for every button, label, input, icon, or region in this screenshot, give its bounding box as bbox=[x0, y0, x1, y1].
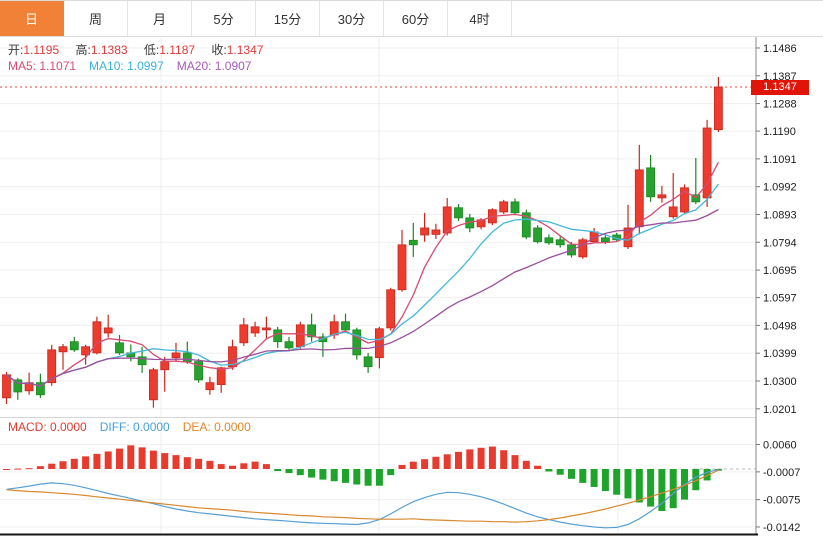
svg-text:1.0794: 1.0794 bbox=[763, 237, 797, 249]
svg-text:1.1190: 1.1190 bbox=[763, 126, 796, 138]
high-value: 1.1383 bbox=[90, 43, 128, 57]
timeframe-tabs: 日周月 5分 15分 30分 60分 4时 bbox=[0, 0, 823, 37]
current-price-badge: 1.1347 bbox=[751, 80, 809, 95]
macd-legend-item-0: MACD: 0.0000 bbox=[8, 420, 87, 434]
ma-legend-item-0: MA5: 1.1071 bbox=[8, 59, 77, 73]
svg-text:1.1091: 1.1091 bbox=[763, 154, 797, 166]
close-label: 收: bbox=[211, 43, 227, 57]
svg-text:1.0399: 1.0399 bbox=[763, 348, 797, 360]
macd-legend-item-1: DIFF: 0.0000 bbox=[99, 420, 170, 434]
svg-text:0.0060: 0.0060 bbox=[763, 440, 797, 452]
svg-text:-0.0075: -0.0075 bbox=[763, 495, 800, 507]
svg-text:1.1288: 1.1288 bbox=[763, 99, 797, 111]
svg-text:-0.0142: -0.0142 bbox=[763, 522, 800, 534]
svg-text:1.1387: 1.1387 bbox=[763, 71, 797, 83]
open-label: 开: bbox=[8, 43, 24, 57]
svg-text:1.0498: 1.0498 bbox=[763, 320, 797, 332]
tab-timeframe-0[interactable]: 日 bbox=[0, 1, 64, 36]
tabbar-filler bbox=[512, 1, 823, 36]
low-group: 低:1.1187 bbox=[144, 43, 195, 57]
high-group: 高:1.1383 bbox=[76, 43, 128, 57]
svg-text:1.0992: 1.0992 bbox=[763, 182, 797, 194]
ma-legend-item-2: MA20: 1.0907 bbox=[176, 59, 252, 73]
ma-legend: MA5: 1.1071 MA10: 1.0997 MA20: 1.0907 bbox=[8, 59, 264, 73]
svg-text:1.0597: 1.0597 bbox=[763, 293, 797, 305]
svg-text:1.0300: 1.0300 bbox=[763, 376, 797, 388]
tab-timeframe-6[interactable]: 60分 bbox=[384, 1, 448, 36]
svg-text:-0.0007: -0.0007 bbox=[763, 467, 800, 479]
low-value: 1.1187 bbox=[159, 43, 196, 57]
macd-legend-item-2: DEA: 0.0000 bbox=[182, 420, 251, 434]
open-value: 1.1195 bbox=[23, 43, 60, 57]
svg-text:1.0695: 1.0695 bbox=[763, 265, 797, 277]
open-group: 开:1.1195 bbox=[8, 43, 59, 57]
tab-timeframe-4[interactable]: 15分 bbox=[256, 1, 320, 36]
tab-timeframe-1[interactable]: 周 bbox=[64, 1, 128, 36]
macd-legend: MACD: 0.0000 DIFF: 0.0000 DEA: 0.0000 bbox=[8, 420, 264, 434]
ohlc-legend: 开:1.1195 高:1.1383 低:1.1187 收:1.1347 bbox=[8, 41, 276, 58]
svg-text:1.0893: 1.0893 bbox=[763, 209, 797, 221]
high-label: 高: bbox=[75, 43, 91, 57]
tab-timeframe-7[interactable]: 4时 bbox=[448, 1, 512, 36]
tab-timeframe-3[interactable]: 5分 bbox=[192, 1, 256, 36]
close-group: 收:1.1347 bbox=[211, 43, 263, 57]
ma-legend-item-1: MA10: 1.0997 bbox=[89, 59, 164, 73]
close-value: 1.1347 bbox=[226, 43, 264, 57]
svg-text:1.0201: 1.0201 bbox=[763, 404, 797, 416]
tab-timeframe-2[interactable]: 月 bbox=[128, 1, 192, 36]
svg-text:1.1486: 1.1486 bbox=[763, 43, 797, 55]
tab-timeframe-5[interactable]: 30分 bbox=[320, 1, 384, 36]
low-label: 低: bbox=[143, 43, 160, 57]
